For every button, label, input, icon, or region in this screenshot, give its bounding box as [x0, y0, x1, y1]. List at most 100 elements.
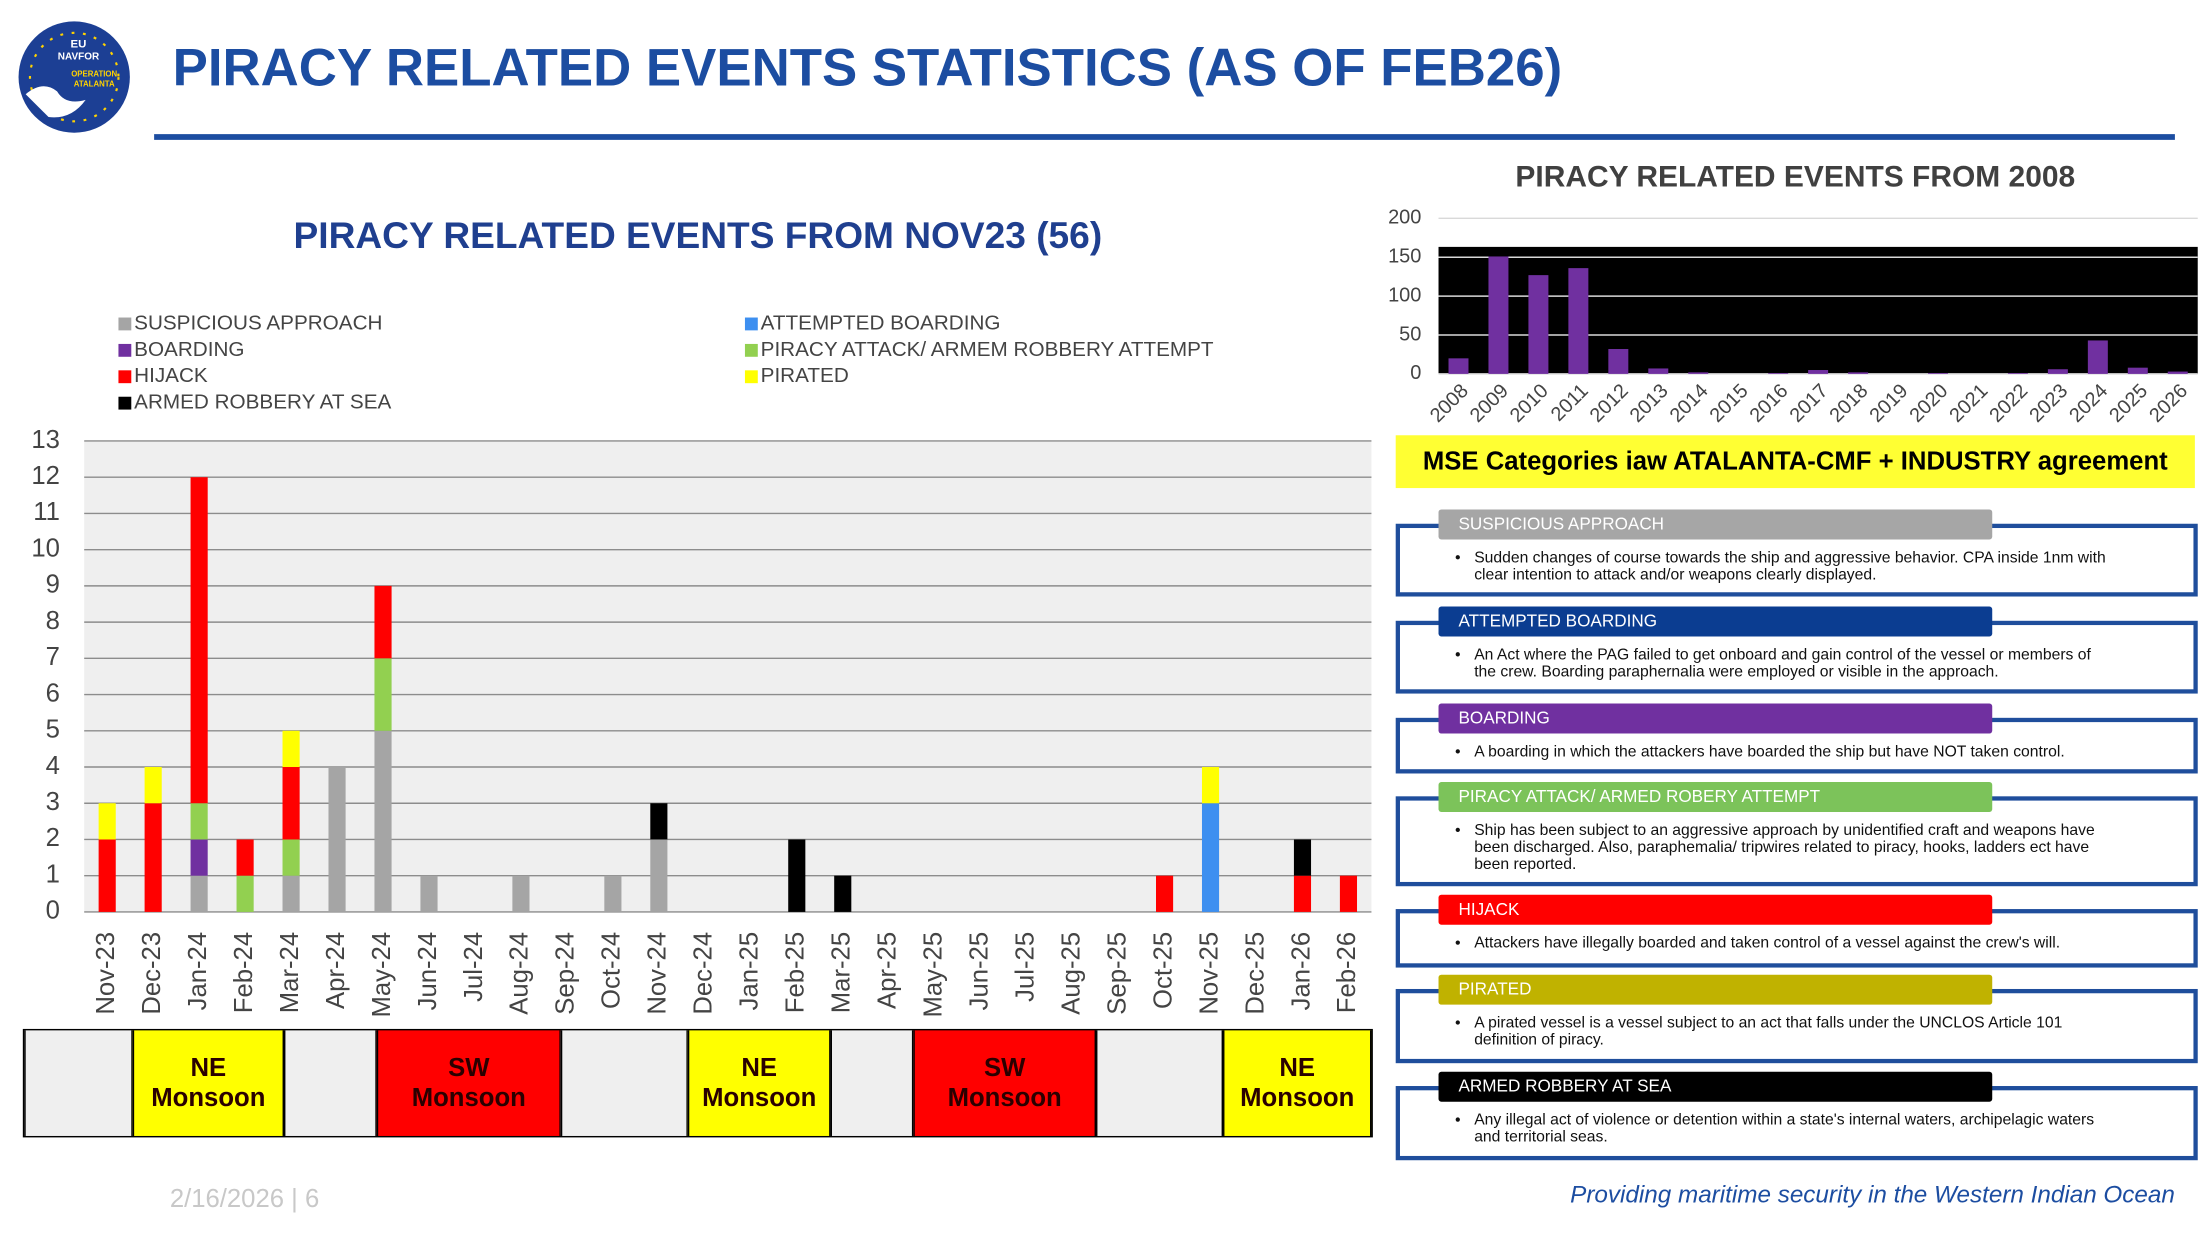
legend-label: ATTEMPTED BOARDING — [761, 311, 1001, 334]
y-tick-label: 4 — [46, 752, 60, 780]
monsoon-gap — [830, 1030, 914, 1136]
definition-header: ARMED ROBBERY AT SEA — [1438, 1071, 1993, 1102]
definition-list: Sudden changes of course towards the shi… — [1443, 549, 2114, 583]
plot-area — [1438, 246, 2198, 374]
x-tick-label: 2021 — [1945, 380, 1992, 427]
bar-segment — [374, 730, 392, 912]
x-tick-label: Nov-23 — [92, 932, 120, 1015]
monsoon-cell: NE Monsoon — [132, 1030, 284, 1136]
bar-segment — [650, 803, 668, 840]
definition-list: Ship has been subject to an aggressive a… — [1443, 822, 2114, 873]
bar-segment — [236, 839, 254, 876]
x-tick-label: Jan-26 — [1287, 932, 1315, 1011]
x-tick-label: 2016 — [1746, 380, 1793, 427]
x-tick-label: Nov-24 — [644, 932, 672, 1015]
x-tick-label: 2020 — [1905, 380, 1952, 427]
monsoon-label: NE Monsoon — [1240, 1053, 1355, 1112]
bar-segment — [98, 839, 116, 912]
definition-list: Any illegal act of violence or detention… — [1443, 1112, 2114, 1146]
x-tick-label: Nov-25 — [1195, 932, 1223, 1015]
y-tick-label: 100 — [1388, 284, 1421, 306]
definition-list: Attackers have illegally boarded and tak… — [1443, 935, 2114, 952]
bar-segment — [98, 803, 116, 840]
category-banner: MSE Categories iaw ATALANTA-CMF + INDUST… — [1395, 435, 2195, 489]
definition-text: Any illegal act of violence or detention… — [1474, 1112, 2113, 1146]
bar-segment — [282, 767, 300, 840]
bar-segment — [282, 875, 300, 912]
definition-text: Ship has been subject to an aggressive a… — [1474, 822, 2113, 873]
y-tick-label: 5 — [46, 716, 60, 744]
x-tick-label: May-25 — [919, 932, 947, 1018]
monsoon-label: NE Monsoon — [151, 1053, 266, 1112]
bar-segment — [282, 730, 300, 768]
y-tick-label: 7 — [46, 643, 60, 671]
bar — [1528, 275, 1549, 374]
monsoon-cell: NE Monsoon — [1223, 1030, 1372, 1136]
y-tick-label: 2 — [46, 824, 60, 852]
x-tick-label: 2023 — [2025, 380, 2072, 427]
x-tick-label: 2012 — [1586, 380, 1633, 427]
chart-title: PIRACY RELATED EVENTS FROM NOV23 (56) — [294, 214, 1103, 256]
x-tick-label: 2025 — [2105, 380, 2152, 427]
x-tick-label: 2026 — [2145, 380, 2192, 427]
bar — [1608, 349, 1629, 374]
definition-header: PIRACY ATTACK/ ARMED ROBERY ATTEMPT — [1438, 782, 1993, 813]
definition-list: An Act where the PAG failed to get onboa… — [1443, 646, 2114, 680]
x-tick-label: May-24 — [368, 932, 396, 1018]
x-tick-label: 2013 — [1626, 380, 1673, 427]
definition-header: SUSPICIOUS APPROACH — [1438, 509, 1993, 540]
x-tick-label: 2009 — [1466, 380, 1513, 427]
bar — [1928, 373, 1948, 374]
monsoon-gap — [560, 1030, 688, 1136]
legend-swatch — [118, 343, 132, 357]
bar-segment — [1293, 839, 1312, 876]
y-tick-label: 12 — [31, 462, 60, 490]
bar — [1648, 368, 1669, 374]
x-tick-label: Oct-24 — [598, 932, 626, 1009]
legend-swatch — [118, 396, 132, 410]
bar-segment — [236, 875, 254, 912]
footer-date: 2/16/2026 | 6 — [170, 1185, 319, 1213]
definition-header: HIJACK — [1438, 894, 1993, 925]
y-tick-label: 11 — [33, 498, 60, 526]
x-tick-label: Mar-25 — [828, 932, 856, 1013]
y-tick-label: 9 — [46, 571, 60, 599]
bar-segment — [1201, 803, 1220, 912]
legend-swatch — [744, 343, 758, 357]
bar-segment — [282, 839, 300, 876]
monsoon-cell: SW Monsoon — [913, 1030, 1097, 1136]
monsoon-cell: NE Monsoon — [687, 1030, 831, 1136]
x-tick-label: 2014 — [1666, 380, 1713, 427]
bar-segment — [144, 803, 162, 912]
x-tick-label: Dec-24 — [690, 932, 718, 1015]
legend-swatch — [118, 317, 132, 331]
x-tick-label: 2024 — [2065, 380, 2112, 427]
y-tick-label: 3 — [46, 788, 60, 816]
x-tick-label: 2010 — [1506, 380, 1553, 427]
bar — [1768, 373, 1789, 374]
x-tick-label: Jul-25 — [1011, 932, 1039, 1002]
definition-text: A boarding in which the attackers have b… — [1474, 744, 2113, 761]
logo-text: EU — [71, 38, 87, 50]
x-tick-label: 2008 — [1426, 380, 1473, 427]
bar-segment — [650, 839, 668, 912]
monsoon-cell: SW Monsoon — [376, 1030, 561, 1136]
bar-segment — [190, 477, 208, 804]
x-tick-label: Jul-24 — [460, 932, 488, 1002]
y-tick-label: 50 — [1399, 323, 1421, 345]
bar-segment — [604, 875, 622, 912]
bar-segment — [190, 803, 208, 840]
chart-title: PIRACY RELATED EVENTS FROM 2008 — [1515, 160, 2075, 193]
bar — [2127, 367, 2148, 374]
legend-swatch — [744, 370, 758, 384]
y-tick-label: 0 — [1410, 362, 1421, 384]
bar — [1448, 358, 1469, 374]
x-tick-label: Jun-25 — [965, 932, 993, 1011]
bar-segment — [1201, 767, 1220, 804]
bar-segment — [1293, 875, 1312, 912]
footer-slogan: Providing maritime security in the Weste… — [1570, 1181, 2175, 1208]
definition-list: A boarding in which the attackers have b… — [1443, 744, 2114, 761]
definition-text: Sudden changes of course towards the shi… — [1474, 549, 2113, 583]
